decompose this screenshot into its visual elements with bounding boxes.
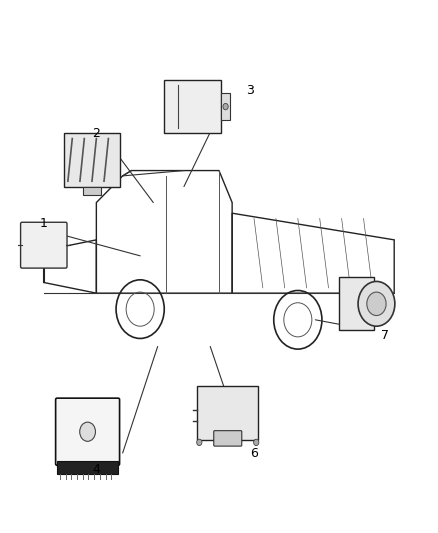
FancyBboxPatch shape [221,93,230,120]
Text: 2: 2 [92,127,100,140]
Text: 7: 7 [381,329,389,342]
FancyBboxPatch shape [83,187,101,195]
Circle shape [197,439,202,446]
Circle shape [80,422,95,441]
FancyBboxPatch shape [214,431,242,446]
Text: 1: 1 [40,217,48,230]
FancyBboxPatch shape [21,222,67,268]
Circle shape [358,281,395,326]
Text: 6: 6 [250,447,258,459]
Circle shape [254,439,259,446]
Circle shape [223,103,228,110]
FancyBboxPatch shape [339,277,374,330]
Text: 3: 3 [246,84,254,97]
Circle shape [367,292,386,316]
FancyBboxPatch shape [197,386,258,440]
FancyBboxPatch shape [56,398,120,465]
FancyBboxPatch shape [64,133,120,187]
FancyBboxPatch shape [57,461,118,474]
FancyBboxPatch shape [164,80,221,133]
Text: 4: 4 [92,463,100,475]
